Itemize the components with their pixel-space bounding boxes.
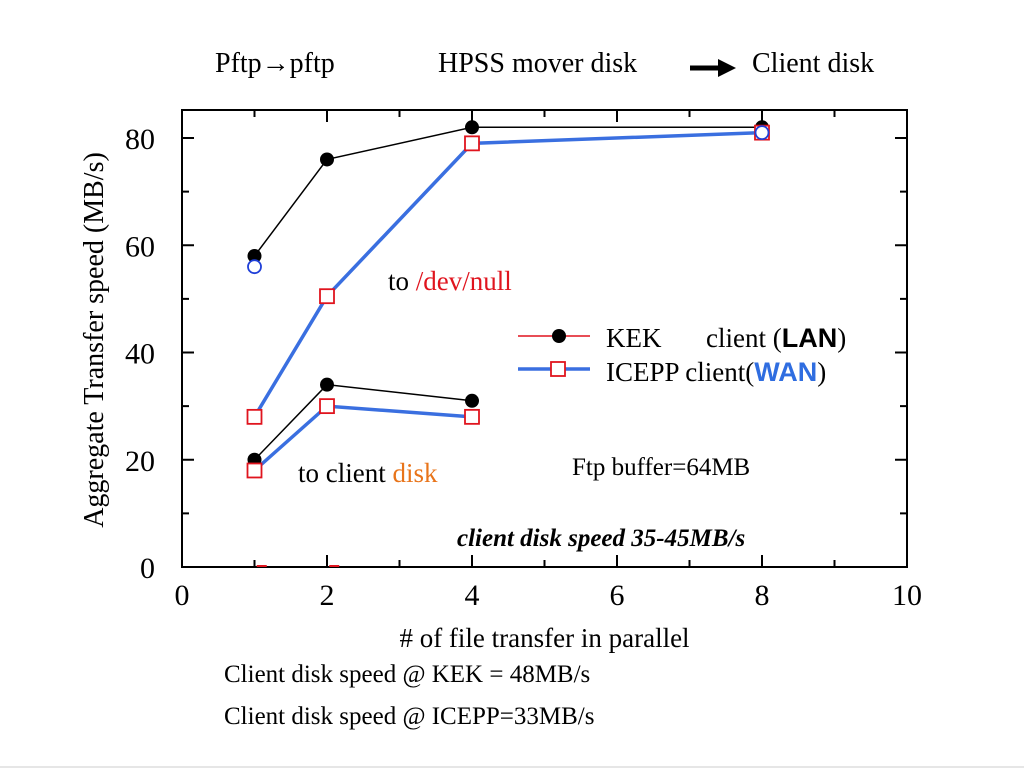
- y-tick-label: 40: [125, 338, 155, 371]
- icepp-data-point: [464, 135, 480, 152]
- icepp-series-line: [252, 130, 763, 418]
- kek-series-line: [253, 383, 473, 461]
- y-tick-label: 0: [140, 552, 155, 585]
- legend-kek-marker: [552, 329, 566, 343]
- icepp-data-point: [319, 398, 335, 415]
- annotation-disk-speed-note: client disk speed 35-45MB/s: [457, 525, 745, 552]
- y-tick-label: 20: [125, 445, 155, 478]
- header-middle: HPSS mover disk: [438, 48, 638, 79]
- x-tick-label: 2: [320, 579, 335, 612]
- icepp-data-point: [319, 288, 335, 305]
- legend-icepp-marker: [550, 361, 566, 377]
- y-tick-label: 80: [125, 123, 155, 156]
- annotation-client-disk: to client disk: [298, 458, 438, 488]
- icepp-data-point: [464, 408, 480, 425]
- kek-data-point: [465, 120, 479, 135]
- annotation-ftp-buffer: Ftp buffer=64MB: [572, 454, 750, 481]
- header-left: Pftp→pftp: [215, 48, 335, 79]
- header-right: Client disk: [752, 48, 875, 79]
- y-axis-label: Aggregate Transfer speed (MB/s): [79, 152, 110, 528]
- kek-data-point: [247, 248, 262, 263]
- open-circle-data-point: [754, 125, 770, 141]
- kek-series-line: [253, 126, 762, 257]
- y-tick-label: 60: [125, 230, 155, 263]
- icepp-data-point: [246, 462, 263, 479]
- kek-data-point: [320, 377, 334, 392]
- x-tick-label: 4: [465, 579, 480, 612]
- annotation-dev-null: to /dev/null: [388, 266, 512, 296]
- kek-data-point: [320, 152, 334, 167]
- x-tick-label: 6: [610, 579, 625, 612]
- legend-kek-label: KEK client (LAN): [606, 323, 846, 353]
- legend-icepp-label: ICEPP client(WAN): [606, 357, 826, 387]
- x-axis-label: # of file transfer in parallel: [399, 623, 689, 653]
- x-tick-label: 0: [175, 579, 190, 612]
- x-tick-label: 10: [892, 579, 922, 612]
- open-circle-data-point: [247, 259, 262, 275]
- bottom-divider: [0, 766, 1024, 768]
- footer-line-kek: Client disk speed @ KEK = 48MB/s: [224, 661, 591, 688]
- arrow-right-icon: [690, 59, 736, 77]
- footer-line-icepp: Client disk speed @ ICEPP=33MB/s: [224, 703, 595, 730]
- icepp-data-point: [246, 408, 263, 425]
- x-tick-label: 8: [755, 579, 770, 612]
- kek-data-point: [465, 393, 479, 408]
